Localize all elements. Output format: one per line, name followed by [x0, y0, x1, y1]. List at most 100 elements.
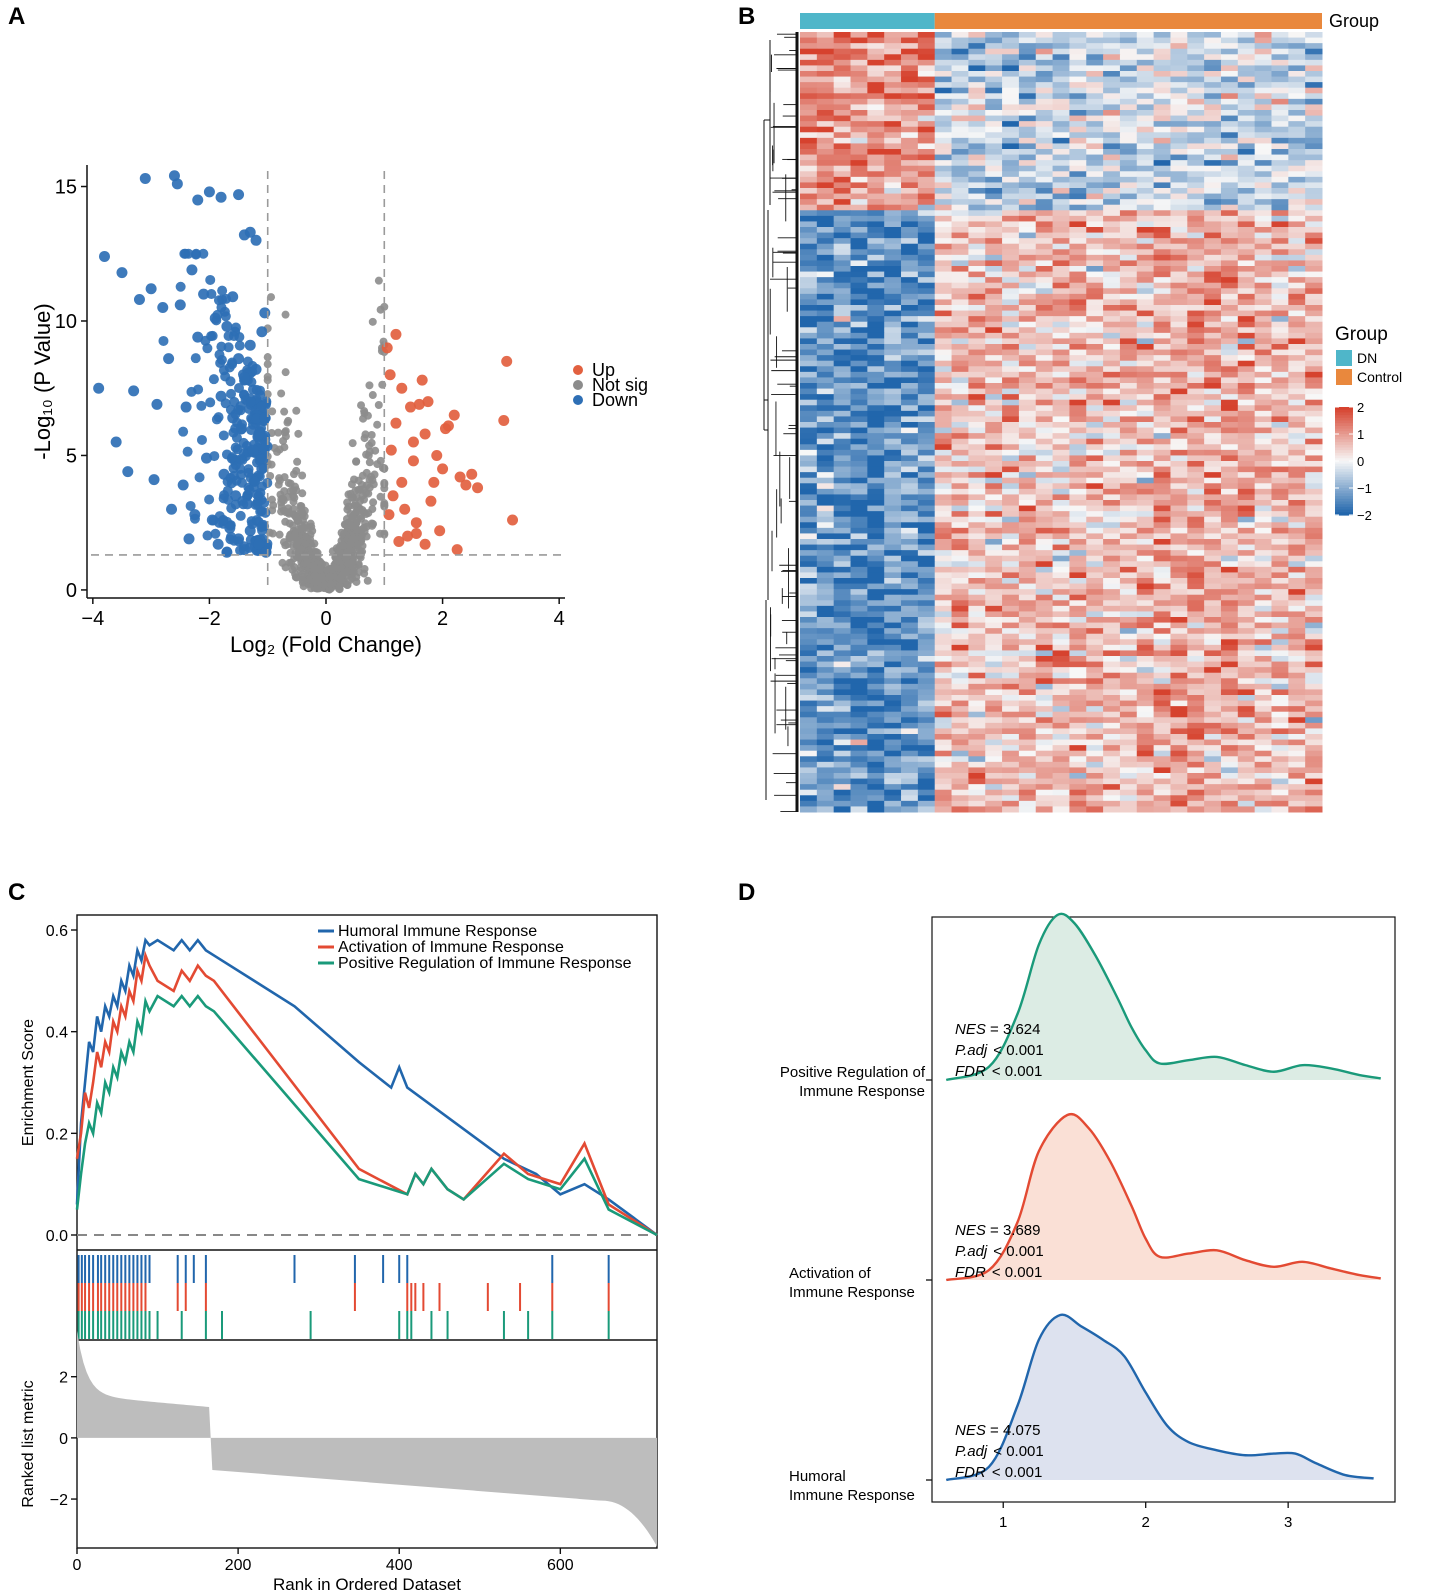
down-point-dense [219, 490, 230, 501]
heatmap-cell [1170, 600, 1188, 607]
heatmap-cell [1305, 449, 1323, 456]
heatmap-cell [867, 444, 885, 451]
heatmap-cell [1153, 583, 1171, 590]
heatmap-cell [1153, 427, 1171, 434]
heatmap-cell [1069, 293, 1087, 300]
heatmap-cell [934, 622, 953, 629]
heatmap-cell [850, 349, 868, 356]
heatmap-cell [968, 561, 986, 568]
heatmap-cell [850, 232, 868, 239]
heatmap-cell [1305, 371, 1323, 378]
heatmap-cell [1086, 282, 1104, 289]
heatmap-cell [800, 182, 818, 189]
heatmap-cell [1052, 104, 1070, 111]
heatmap-cell [1018, 332, 1037, 339]
heatmap-cell [1153, 633, 1171, 640]
heatmap-cell [1237, 360, 1256, 367]
heatmap-cell [816, 110, 835, 117]
heatmap-cell [1187, 572, 1205, 579]
heatmap-cell [917, 238, 936, 245]
heatmap-cell [1153, 605, 1171, 612]
heatmap-cell [1018, 644, 1037, 651]
heatmap-cell [1220, 511, 1239, 518]
down-point [209, 312, 221, 324]
heatmap-cell [985, 360, 1003, 367]
down-point-dense [228, 331, 239, 342]
heatmap-cell [1305, 628, 1323, 635]
heatmap-cell [968, 466, 986, 473]
heatmap-cell [1187, 321, 1205, 328]
heatmap-cell [901, 600, 919, 607]
heatmap-cell [1086, 98, 1104, 105]
heatmap-cell [917, 605, 936, 612]
heatmap-cell [1271, 260, 1289, 267]
heatmap-cell [1187, 416, 1205, 423]
heatmap-cell [867, 516, 885, 523]
heatmap-cell [1254, 344, 1272, 351]
heatmap-cell [1119, 316, 1138, 323]
heatmap-cell [850, 87, 868, 94]
heatmap-cell [1103, 566, 1121, 573]
heatmap-cell [1119, 71, 1138, 78]
down-point-dense [220, 371, 231, 382]
heatmap-cell [1103, 527, 1121, 534]
heatmap-cell [917, 360, 936, 367]
heatmap-cell [1305, 243, 1323, 250]
heatmap-cell [1305, 405, 1323, 412]
heatmap-cell [934, 121, 953, 128]
heatmap-cell [1136, 511, 1155, 518]
heatmap-cell [1086, 266, 1104, 273]
heatmap-cell [1237, 227, 1256, 234]
heatmap-cell [850, 254, 868, 261]
heatmap-cell [1086, 288, 1104, 295]
heatmap-cell [1237, 221, 1256, 228]
up-point [383, 509, 395, 521]
heatmap-cell [1086, 321, 1104, 328]
heatmap-cell [800, 243, 818, 250]
heatmap-cell [1035, 232, 1054, 239]
heatmap-cell [1153, 338, 1171, 345]
heatmap-cell [985, 427, 1003, 434]
heatmap-cell [1136, 126, 1155, 133]
heatmap-cell [917, 644, 936, 651]
notsig-point [294, 516, 303, 525]
heatmap-cell [833, 210, 852, 217]
heatmap-cell [816, 249, 835, 256]
heatmap-cell [1288, 633, 1306, 640]
heatmap-cell [1035, 260, 1054, 267]
heatmap-cell [1220, 137, 1239, 144]
heatmap-cell [1187, 188, 1205, 195]
heatmap-cell [1119, 589, 1138, 596]
heatmap-cell [951, 182, 969, 189]
heatmap-cell [1305, 232, 1323, 239]
heatmap-cell [1220, 589, 1239, 596]
heatmap-cell [917, 388, 936, 395]
heatmap-cell [934, 32, 953, 39]
heatmap-cell [850, 321, 868, 328]
heatmap-cell [1237, 327, 1256, 334]
heatmap-cell [1002, 461, 1020, 468]
heatmap-cell [1086, 466, 1104, 473]
heatmap-cell [934, 104, 953, 111]
heatmap-cell [1002, 65, 1020, 72]
heatmap-cell [917, 76, 936, 83]
heatmap-cell [934, 427, 953, 434]
heatmap-cell [1305, 511, 1323, 518]
heatmap-cell [1002, 338, 1020, 345]
heatmap-cell [1002, 171, 1020, 178]
heatmap-cell [1035, 433, 1054, 440]
heatmap-cell [985, 338, 1003, 345]
heatmap-cell [901, 199, 919, 206]
heatmap-cell [917, 377, 936, 384]
heatmap-cell [1170, 121, 1188, 128]
heatmap-cell [951, 366, 969, 373]
heatmap-cell [833, 539, 852, 546]
heatmap-cell [884, 544, 902, 551]
heatmap-cell [1119, 143, 1138, 150]
heatmap-cell [901, 494, 919, 501]
heatmap-cell [1187, 505, 1205, 512]
heatmap-cell [1052, 238, 1070, 245]
heatmap-cell [1052, 488, 1070, 495]
heatmap-cell [1288, 210, 1306, 217]
heatmap-cell [901, 449, 919, 456]
